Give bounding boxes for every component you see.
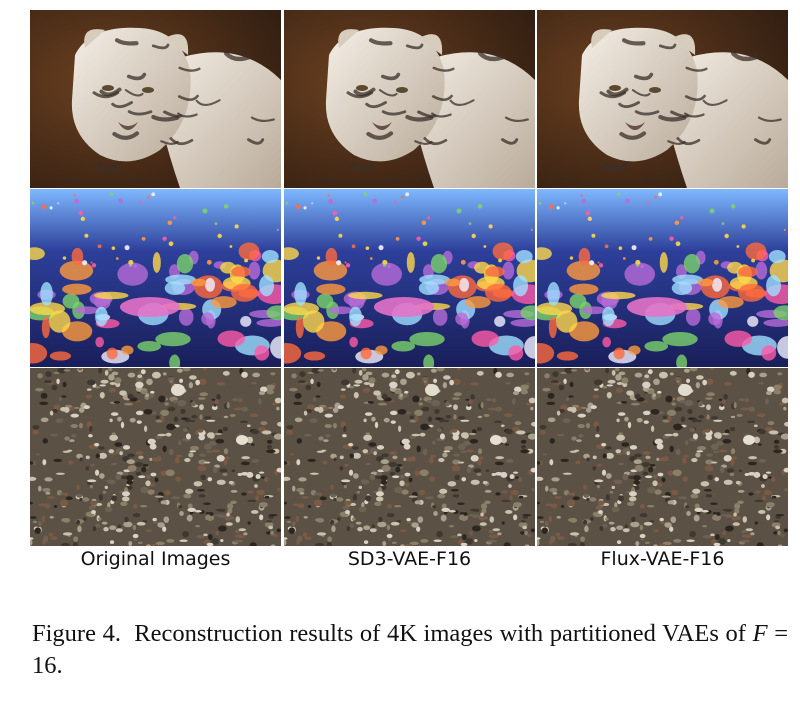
caption-text: Reconstruction results of 4K images with… <box>134 620 746 647</box>
pebbles-photo-flux <box>537 368 788 546</box>
pebbles-photo-original <box>30 368 281 546</box>
column-label-original: Original Images <box>80 548 231 570</box>
caption-text-after: = 16. <box>32 620 789 679</box>
pebbles-photo-sd3 <box>284 368 535 546</box>
figure-caption: Figure 4. Reconstruction results of 4K i… <box>32 618 788 682</box>
tiger-photo-flux <box>537 10 788 188</box>
caption-variable: F <box>752 620 768 647</box>
column-label-sd3: SD3-VAE-F16 <box>347 548 472 570</box>
coral-reef-photo-sd3 <box>284 189 535 367</box>
tiger-photo-original <box>30 10 281 188</box>
tiger-photo-sd3 <box>284 10 535 188</box>
figure-grid <box>30 10 788 546</box>
coral-reef-photo-original <box>30 189 281 367</box>
coral-reef-photo-flux <box>537 189 788 367</box>
column-label-flux: Flux-VAE-F16 <box>600 548 725 570</box>
caption-label: Figure 4. <box>32 620 121 647</box>
